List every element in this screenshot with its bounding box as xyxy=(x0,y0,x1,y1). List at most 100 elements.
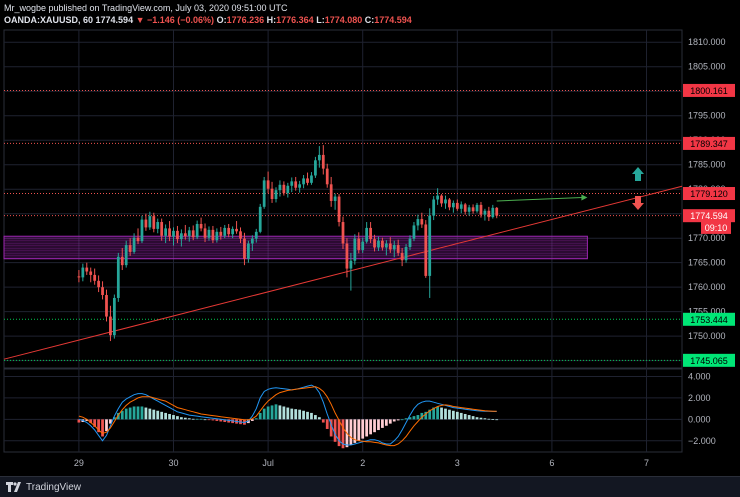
candle-body xyxy=(168,228,171,237)
x-tick-label: 2 xyxy=(360,458,365,468)
tradingview-logo[interactable]: TradingView xyxy=(6,481,81,493)
candle-body xyxy=(384,243,388,248)
trend-line xyxy=(3,185,683,360)
histogram-bar xyxy=(219,419,223,422)
osc-tick-label: 4.000 xyxy=(688,371,711,381)
x-tick-label: Jul xyxy=(262,458,274,468)
symbol-name[interactable]: OANDA:XAUUSD, 60 xyxy=(4,15,94,25)
histogram-bar xyxy=(463,413,467,420)
candle-body xyxy=(112,297,116,336)
x-tick-label: 7 xyxy=(644,458,649,468)
candle-body xyxy=(132,237,136,252)
histogram-bar xyxy=(396,419,400,421)
candle-body xyxy=(144,219,148,228)
histogram-bar xyxy=(144,407,148,420)
histogram-bar xyxy=(451,410,455,420)
histogram-bar xyxy=(172,415,175,420)
histogram-bar xyxy=(432,407,436,420)
histogram-bar xyxy=(191,418,195,420)
y-tick-label: 1750.000 xyxy=(688,331,726,341)
candle-body xyxy=(444,199,447,204)
candle-body xyxy=(388,243,392,250)
histogram-bar xyxy=(325,419,329,429)
candle-body xyxy=(329,184,333,201)
histogram-bar xyxy=(294,409,298,420)
down-arrow-icon xyxy=(632,196,644,210)
candle-body xyxy=(164,228,167,236)
candle-body xyxy=(317,154,321,161)
candle-body xyxy=(436,195,439,200)
histogram-bar xyxy=(274,404,278,420)
histogram-bar xyxy=(199,418,203,420)
histogram-bar xyxy=(471,416,475,420)
histogram-bar xyxy=(195,418,199,420)
price-axis-badge xyxy=(683,209,735,223)
candle-body xyxy=(203,228,207,238)
candle-body xyxy=(105,295,108,317)
histogram-bar xyxy=(436,406,439,420)
histogram-bar xyxy=(479,417,483,420)
histogram-bar xyxy=(290,408,294,420)
histogram-bar xyxy=(306,411,309,420)
histogram-bar xyxy=(215,419,219,421)
candle-body xyxy=(148,216,152,228)
candle-body xyxy=(294,181,298,188)
candle-body xyxy=(361,241,365,250)
histogram-bar xyxy=(455,411,459,420)
histogram-bar xyxy=(377,419,380,431)
histogram-bar xyxy=(361,419,365,439)
y-tick-label: 1785.000 xyxy=(688,160,726,170)
price-axis-badge xyxy=(683,83,735,97)
tradingview-logo-icon xyxy=(6,482,21,492)
histogram-bar xyxy=(381,419,384,428)
candle-body xyxy=(365,227,369,242)
candle-body xyxy=(101,287,104,296)
candle-body xyxy=(381,240,384,248)
histogram-bar xyxy=(176,416,179,420)
candle-body xyxy=(440,195,443,204)
candle-body xyxy=(325,168,329,185)
macd-line xyxy=(78,384,497,446)
y-tick-label: 1760.000 xyxy=(688,282,726,292)
candle-body xyxy=(448,199,451,208)
candle-body xyxy=(195,223,199,238)
chart-canvas[interactable]: 2930Jul23671810.0001805.0001800.0001795.… xyxy=(0,0,740,476)
histogram-bar xyxy=(373,419,376,433)
price-axis-label: 1774.594 xyxy=(690,211,728,221)
histogram-bar xyxy=(116,412,120,420)
histogram-bar xyxy=(440,407,443,420)
histogram-bar xyxy=(128,407,132,420)
candle-body xyxy=(116,256,120,298)
histogram-bar xyxy=(416,415,420,420)
candle-body xyxy=(471,207,475,212)
low-value: 1774.080 xyxy=(324,15,363,25)
candle-body xyxy=(487,210,491,218)
candle-body xyxy=(266,180,270,189)
y-tick-label: 1765.000 xyxy=(688,258,726,268)
candle-body xyxy=(274,190,278,199)
candle-body xyxy=(451,202,455,208)
histogram-bar xyxy=(203,419,207,421)
candle-body xyxy=(191,230,195,238)
high-value: 1776.364 xyxy=(276,15,314,25)
candle-body xyxy=(428,215,432,276)
osc-tick-label: −2.000 xyxy=(688,436,716,446)
histogram-bar xyxy=(187,418,191,420)
candle-body xyxy=(235,228,238,232)
histogram-bar xyxy=(223,419,227,423)
candle-body xyxy=(187,230,191,237)
y-tick-label: 1755.000 xyxy=(688,307,726,317)
price-pane-frame xyxy=(3,29,683,369)
candle-body xyxy=(278,184,282,191)
x-tick-label: 6 xyxy=(549,458,554,468)
candle-body xyxy=(483,210,487,215)
candle-body xyxy=(81,267,85,278)
histogram-bar xyxy=(180,417,183,420)
candle-body xyxy=(353,238,357,261)
candle-body xyxy=(160,222,164,236)
histogram-bar xyxy=(227,419,231,423)
price-axis-badge xyxy=(683,187,735,201)
last-price: 1774.594 xyxy=(95,15,134,25)
candle-body xyxy=(207,229,211,238)
